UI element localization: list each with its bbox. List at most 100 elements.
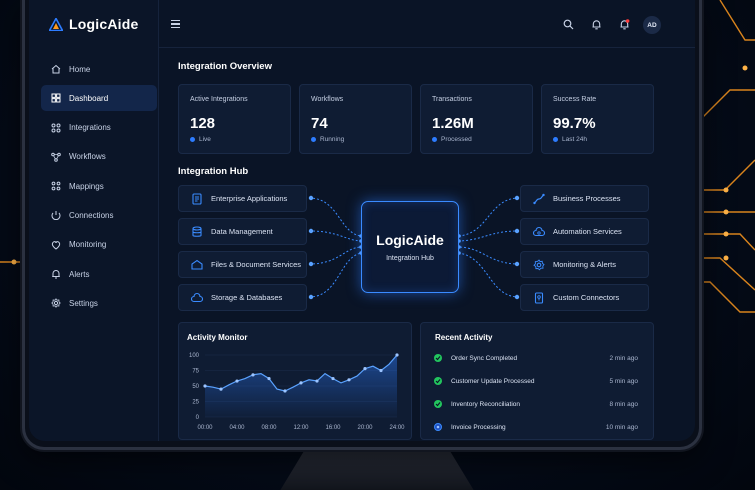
recent-activity-title: Recent Activity (435, 333, 493, 342)
data-point (331, 376, 335, 381)
activity-text: Customer Update Processed (451, 377, 535, 385)
sidebar-item-alerts[interactable]: Alerts (41, 261, 157, 287)
stat-card-transactions: Transactions 1.26M Processed (420, 84, 533, 154)
stat-label: Active Integrations (190, 96, 248, 103)
x-tick-label: 00:00 (197, 425, 213, 431)
data-point (395, 353, 399, 357)
y-tick-label: 75 (192, 369, 199, 375)
hub-item-label: Storage & Databases (211, 293, 283, 302)
hub-item-monitoring-alerts[interactable]: Monitoring & Alerts (520, 251, 649, 278)
search-icon[interactable] (563, 19, 574, 30)
sidebar-item-label: Workflows (69, 152, 106, 162)
automation-icon (533, 226, 545, 238)
sidebar-item-label: Dashboard (69, 93, 109, 103)
data-point (283, 389, 287, 393)
activity-time: 5 min ago (609, 377, 638, 385)
monitor-stand (280, 452, 474, 490)
logo-triangle-icon (49, 17, 63, 31)
stat-sub-text: Last 24h (562, 136, 587, 143)
stat-card-active-integrations: Active Integrations 128 Live (178, 84, 291, 154)
activity-time: 2 min ago (609, 354, 638, 362)
stat-sub-text: Live (199, 136, 211, 143)
sidebar-item-label: Integrations (69, 123, 111, 133)
area-fill (205, 355, 397, 417)
stat-label: Workflows (311, 96, 344, 103)
stat-sub: Processed (432, 136, 472, 143)
activity-monitor-title: Activity Monitor (187, 333, 248, 342)
cloud-storage-icon (191, 292, 203, 304)
mappings-icon (51, 181, 61, 191)
hub-logo: LogicAide (376, 232, 444, 248)
hub-item-storage-databases[interactable]: Storage & Databases (178, 284, 307, 311)
monitoring-icon (51, 240, 61, 250)
connector-icon (533, 291, 545, 304)
integration-hub-center[interactable]: LogicAide Integration Hub (361, 201, 459, 293)
stat-sub: Live (190, 136, 211, 143)
stat-sub-text: Running (320, 136, 345, 143)
sidebar: LogicAide Home Dashboard Integrations W (29, 0, 159, 441)
database-icon (191, 225, 203, 238)
y-tick-label: 100 (189, 353, 200, 359)
sidebar-item-integrations[interactable]: Integrations (41, 115, 157, 141)
alerts-icon (51, 269, 61, 279)
data-point (299, 381, 303, 385)
hub-item-automation-services[interactable]: Automation Services (520, 218, 649, 245)
user-avatar[interactable]: AD (643, 16, 661, 34)
sidebar-item-home[interactable]: Home (41, 56, 157, 82)
check-icon (434, 354, 442, 362)
hub-subtitle: Integration Hub (386, 255, 434, 262)
check-icon (434, 400, 442, 408)
hub-item-label: Data Management (211, 227, 273, 236)
activity-time: 8 min ago (609, 400, 638, 408)
sidebar-item-settings[interactable]: Settings (41, 290, 157, 316)
sidebar-item-label: Monitoring (69, 240, 107, 250)
stat-value: 1.26M (432, 115, 474, 132)
processing-icon (434, 423, 442, 431)
notification-bell-icon[interactable] (619, 19, 630, 30)
x-tick-label: 16:00 (325, 425, 341, 431)
hub-item-data-management[interactable]: Data Management (178, 218, 307, 245)
sidebar-nav: Home Dashboard Integrations Workflows Ma… (41, 56, 157, 320)
bell-icon[interactable] (591, 19, 602, 30)
hub-item-business-processes[interactable]: Business Processes (520, 185, 649, 212)
hub-item-files-document-services[interactable]: Files & Document Services (178, 251, 307, 278)
sidebar-item-mappings[interactable]: Mappings (41, 173, 157, 199)
status-dot (553, 137, 558, 142)
sidebar-item-workflows[interactable]: Workflows (41, 144, 157, 170)
stat-value: 99.7% (553, 115, 596, 132)
stat-value: 128 (190, 115, 216, 132)
status-dot (432, 137, 437, 142)
stat-card-workflows: Workflows 74 Running (299, 84, 412, 154)
recent-activity-panel: Recent Activity Order Sync Completed 2 m… (420, 322, 654, 440)
activity-text: Invoice Processing (451, 423, 506, 431)
home-icon (51, 64, 61, 74)
document-icon (191, 192, 203, 205)
sidebar-item-dashboard[interactable]: Dashboard (41, 85, 157, 112)
sidebar-item-label: Settings (69, 298, 98, 308)
sidebar-item-label: Connections (69, 210, 114, 220)
hub-item-label: Files & Document Services (211, 260, 302, 269)
sidebar-item-label: Mappings (69, 181, 104, 191)
sidebar-item-monitoring[interactable]: Monitoring (41, 232, 157, 258)
x-tick-label: 24:00 (389, 425, 405, 431)
hub-item-label: Enterprise Applications (211, 194, 288, 203)
overview-title: Integration Overview (178, 61, 272, 72)
y-tick-label: 0 (196, 415, 200, 421)
activity-row[interactable]: Customer Update Processed 5 min ago (434, 374, 638, 388)
menu-icon[interactable] (171, 20, 180, 29)
brand-name: LogicAide (69, 16, 139, 32)
data-point (267, 376, 271, 381)
sidebar-item-connections[interactable]: Connections (41, 202, 157, 228)
stat-label: Success Rate (553, 96, 597, 103)
activity-row[interactable]: Inventory Reconciliation 8 min ago (434, 397, 638, 411)
hub-item-label: Automation Services (553, 227, 622, 236)
activity-time: 10 min ago (605, 423, 638, 431)
connections-icon (51, 210, 61, 221)
hub-item-custom-connectors[interactable]: Custom Connectors (520, 284, 649, 311)
stat-label: Transactions (432, 96, 472, 103)
activity-row[interactable]: Invoice Processing 10 min ago (434, 420, 638, 434)
hub-item-enterprise-applications[interactable]: Enterprise Applications (178, 185, 307, 212)
hub-item-label: Custom Connectors (553, 293, 620, 302)
activity-row[interactable]: Order Sync Completed 2 min ago (434, 351, 638, 365)
brand-logo[interactable]: LogicAide (49, 16, 138, 32)
